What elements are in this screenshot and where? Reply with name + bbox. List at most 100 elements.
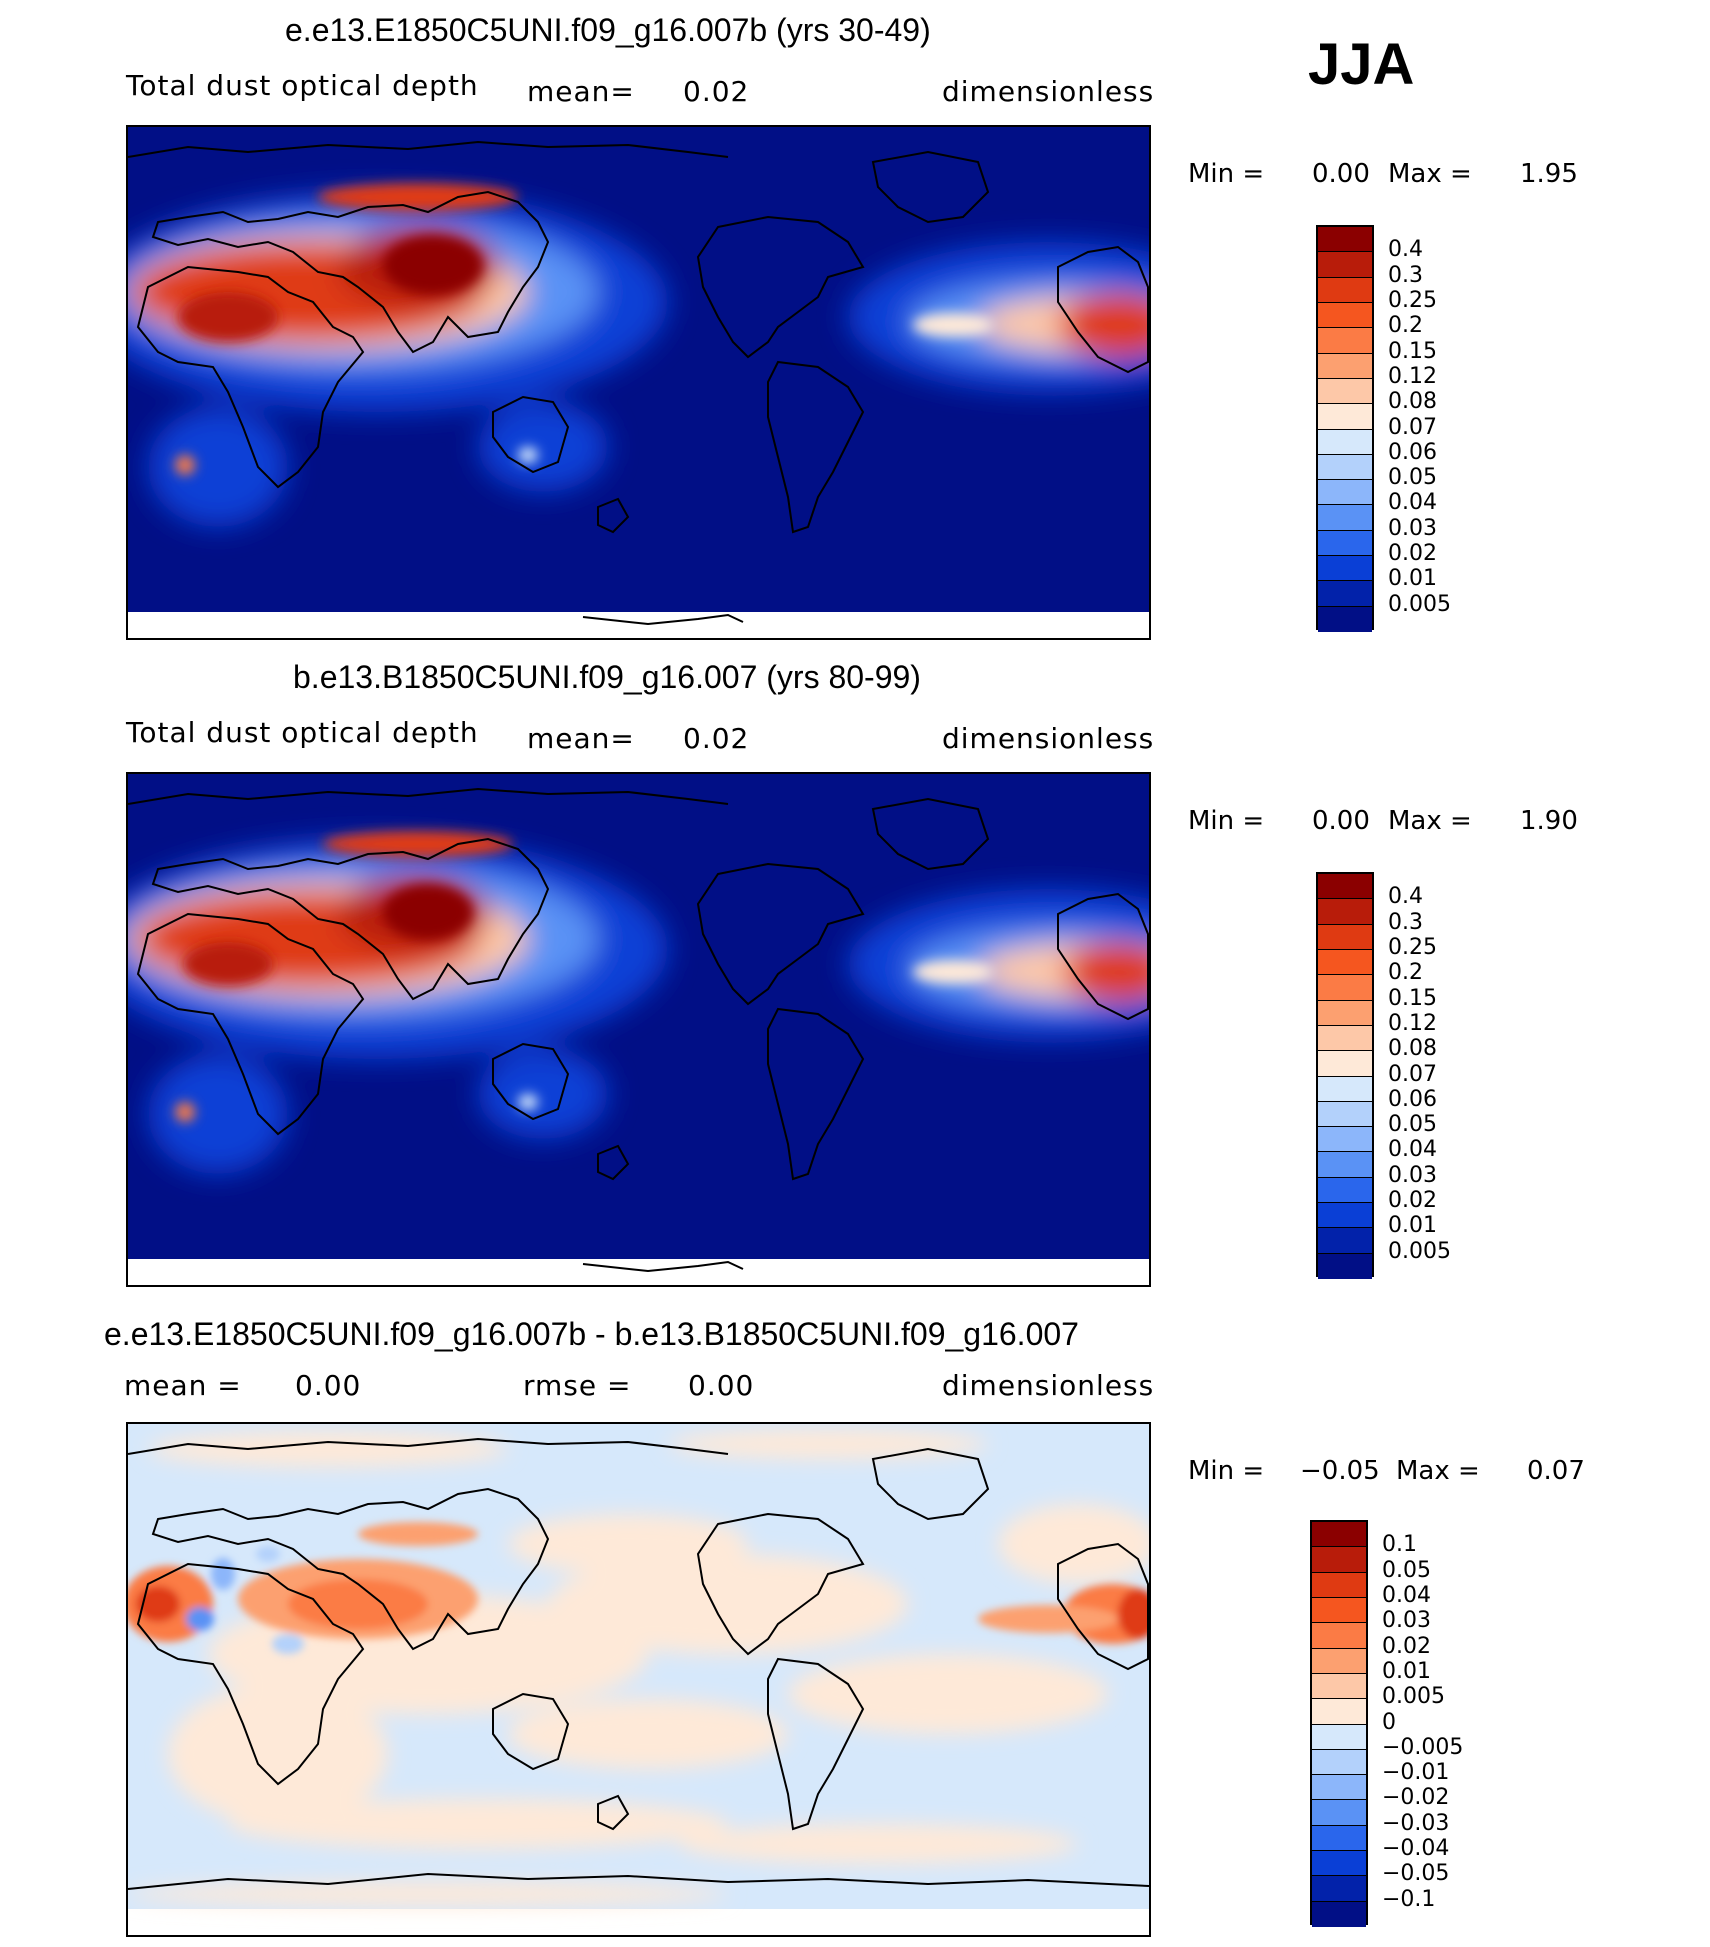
colorbar-segment — [1318, 1025, 1372, 1052]
colorbar-segment — [1312, 1724, 1366, 1750]
colorbar-tick-label: 0.15 — [1388, 985, 1437, 1011]
colorbar-tick-label: 0.005 — [1388, 1238, 1451, 1264]
panel2-mean-label: mean= — [527, 722, 635, 755]
colorbar-tick-label: 0.2 — [1388, 313, 1423, 339]
colorbar-tick-label: 0.1 — [1382, 1532, 1417, 1558]
colorbar-tick-label: 0.12 — [1388, 1010, 1437, 1036]
colorbar-tick-label: 0.07 — [1388, 1061, 1437, 1087]
panel3-mean-label: mean = — [124, 1369, 242, 1402]
panel1-title: e.e13.E1850C5UNI.f09_g16.007b (yrs 30-49… — [285, 12, 931, 48]
colorbar-segment — [1312, 1876, 1366, 1902]
colorbar-segment — [1318, 949, 1372, 976]
panel2-variable: Total dust optical depth — [126, 716, 479, 749]
colorbar-segment — [1318, 1000, 1372, 1026]
colorbar-tick-label: 0.15 — [1388, 338, 1437, 364]
colorbar-segment — [1318, 1101, 1372, 1128]
colorbar-segment — [1318, 353, 1372, 379]
colorbar-segment — [1312, 1825, 1366, 1852]
colorbar-tick-label: 0.05 — [1388, 1112, 1437, 1138]
panel3-map — [126, 1422, 1151, 1937]
colorbar-segment — [1318, 227, 1372, 253]
panel1-map — [126, 125, 1151, 640]
panel3-colorbar: 0.1 0.05 0.04 0.03 0.02 0.01 0.005 0 −0.005 −0.01… — [1310, 1520, 1500, 1927]
colorbar-tick-label: 0.05 — [1388, 465, 1437, 491]
colorbar-box — [1316, 225, 1374, 632]
colorbar-segment — [1318, 1228, 1372, 1254]
colorbar-tick-label: 0.02 — [1388, 541, 1437, 567]
colorbar-tick-label: 0.25 — [1388, 934, 1437, 960]
colorbar-segment — [1312, 1648, 1366, 1674]
panel1-mean-label: mean= — [527, 75, 635, 108]
colorbar-tick-label: 0.02 — [1382, 1633, 1431, 1659]
colorbar-segment — [1318, 429, 1372, 455]
colorbar-segment — [1318, 530, 1372, 557]
panel3-min-value: −0.05 — [1300, 1456, 1380, 1486]
colorbar-segment — [1318, 899, 1372, 925]
colorbar-segment — [1318, 328, 1372, 354]
panel1-max-value: 1.95 — [1520, 159, 1578, 189]
panel3-title: e.e13.E1850C5UNI.f09_g16.007b - b.e13.B1… — [104, 1316, 1079, 1352]
panel1-min-label: Min = — [1188, 159, 1265, 189]
colorbar-segment — [1318, 505, 1372, 531]
colorbar-segment — [1312, 1901, 1366, 1927]
panel2-max-value: 1.90 — [1520, 806, 1578, 836]
colorbar-tick-label: −0.05 — [1382, 1861, 1450, 1887]
panel1-min-value: 0.00 — [1312, 159, 1370, 189]
colorbar-segment — [1318, 454, 1372, 481]
panel1-colorbar: 0.4 0.3 0.25 0.2 0.15 0.12 0.08 0.07 0.06 0.05 0.0… — [1316, 225, 1496, 632]
panel2-map — [126, 772, 1151, 1287]
colorbar-tick-label: 0.07 — [1388, 414, 1437, 440]
colorbar-segment — [1318, 874, 1372, 900]
colorbar-box — [1310, 1520, 1368, 1927]
colorbar-tick-label: −0.03 — [1382, 1810, 1450, 1836]
panel3-units: dimensionless — [942, 1369, 1155, 1402]
colorbar-tick-label: −0.02 — [1382, 1785, 1450, 1811]
colorbar-tick-label: 0.04 — [1382, 1582, 1431, 1608]
colorbar-box — [1316, 872, 1374, 1279]
panel2-min-value: 0.00 — [1312, 806, 1370, 836]
panel3-max-label: Max = — [1396, 1456, 1480, 1486]
colorbar-segment — [1318, 1127, 1372, 1153]
colorbar-segment — [1312, 1522, 1366, 1548]
panel2-units: dimensionless — [942, 722, 1155, 755]
colorbar-tick-label: 0.01 — [1388, 1213, 1437, 1239]
colorbar-segment — [1318, 581, 1372, 607]
panel1-variable: Total dust optical depth — [126, 69, 479, 102]
colorbar-tick-label: 0 — [1382, 1709, 1396, 1735]
colorbar-segment — [1318, 1177, 1372, 1204]
colorbar-tick-label: 0.4 — [1388, 884, 1423, 910]
colorbar-tick-label: 0.3 — [1388, 262, 1423, 288]
panel1-units: dimensionless — [942, 75, 1155, 108]
colorbar-segment — [1318, 252, 1372, 278]
colorbar-tick-label: −0.01 — [1382, 1760, 1450, 1786]
colorbar-segment — [1312, 1775, 1366, 1801]
colorbar-segment — [1312, 1623, 1366, 1649]
colorbar-segment — [1318, 606, 1372, 632]
colorbar-tick-label: 0.03 — [1388, 1162, 1437, 1188]
colorbar-segment — [1318, 277, 1372, 303]
colorbar-segment — [1318, 556, 1372, 582]
colorbar-segment — [1312, 1547, 1366, 1573]
colorbar-segment — [1312, 1572, 1366, 1598]
colorbar-tick-label: 0.05 — [1382, 1557, 1431, 1583]
colorbar-tick-label: 0.04 — [1388, 1137, 1437, 1163]
colorbar-tick-label: 0.03 — [1382, 1608, 1431, 1634]
colorbar-segment — [1318, 378, 1372, 405]
colorbar-segment — [1312, 1800, 1366, 1826]
panel3-max-value: 0.07 — [1527, 1456, 1585, 1486]
colorbar-tick-label: −0.04 — [1382, 1836, 1450, 1862]
colorbar-segment — [1312, 1851, 1366, 1877]
colorbar-segment — [1318, 1253, 1372, 1279]
colorbar-tick-label: 0.06 — [1388, 1086, 1437, 1112]
colorbar-tick-label: 0.3 — [1388, 909, 1423, 935]
colorbar-segment — [1318, 1051, 1372, 1077]
panel3-min-label: Min = — [1188, 1456, 1265, 1486]
colorbar-tick-label: 0.25 — [1388, 287, 1437, 313]
panel2-colorbar: 0.4 0.3 0.25 0.2 0.15 0.12 0.08 0.07 0.06 0.05 0.0… — [1316, 872, 1496, 1279]
colorbar-tick-label: 0.08 — [1388, 1036, 1437, 1062]
colorbar-segment — [1318, 480, 1372, 506]
colorbar-segment — [1318, 1203, 1372, 1229]
panel3-rmse-value: 0.00 — [688, 1369, 755, 1402]
season-label: JJA — [1308, 32, 1415, 97]
colorbar-tick-label: 0.01 — [1388, 566, 1437, 592]
